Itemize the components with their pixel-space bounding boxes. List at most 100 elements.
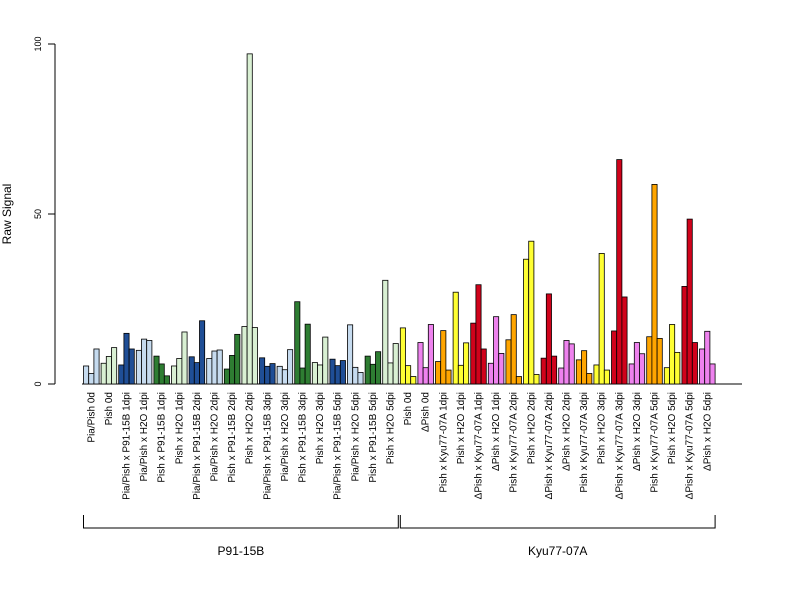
x-tick-label: ΔPish x H2O 2dpi [562, 392, 573, 471]
x-tick-label: ΔPish x Kyu77-07A 2dpi [544, 392, 555, 499]
bar [598, 253, 605, 385]
bar [568, 343, 575, 385]
bar [593, 364, 600, 385]
bar [704, 330, 711, 385]
x-tick-label: Pia/Pish x H2O 2dpi [210, 392, 221, 482]
bar [440, 330, 447, 385]
x-tick-label: ΔPish x H2O 5dpi [702, 392, 713, 471]
x-tick-label: Pish x P91-15B 1dpi [157, 392, 168, 483]
x-tick-label: Pia/Pish x P91-15B 2dpi [192, 392, 203, 500]
x-tick-label: Pish 0d [104, 392, 115, 425]
x-tick-label: Pish x H2O 1dpi [174, 392, 185, 464]
bar [463, 342, 470, 385]
bar [176, 358, 183, 385]
bar [347, 324, 354, 385]
bar [299, 367, 306, 385]
bar [493, 316, 500, 385]
x-tick-labels: Pia/Pish 0d Pish 0d Pia/Pish x P91-15B 1dp… [86, 392, 713, 500]
bar [699, 348, 706, 385]
bar [691, 342, 698, 385]
x-tick-label: Pish x Kyu77-07A 1dpi [438, 392, 449, 493]
bar [669, 324, 676, 385]
x-tick-label: ΔPish x Kyu77-07A 1dpi [474, 392, 485, 499]
bar [651, 184, 658, 385]
group-label: P91-15B [218, 544, 265, 558]
bar [628, 363, 635, 385]
x-tick-label: Pish x H2O 1dpi [456, 392, 467, 464]
bar [141, 338, 148, 385]
x-tick-label: ΔPish x H2O 1dpi [491, 392, 502, 471]
bar [639, 353, 646, 385]
bar [603, 369, 610, 385]
bar [163, 375, 170, 385]
bar [427, 324, 434, 385]
bar [223, 368, 230, 385]
bar [339, 360, 346, 385]
bar [581, 350, 588, 385]
bar [487, 362, 494, 385]
bar [357, 372, 364, 385]
bar [352, 366, 359, 385]
bar [322, 336, 329, 385]
x-tick-label: Pia/Pish x H2O 5dpi [350, 392, 361, 482]
bar [287, 349, 294, 385]
x-tick-label: ΔPish 0d [421, 392, 432, 432]
bar [515, 376, 522, 385]
bar [686, 218, 693, 385]
x-tick-label: ΔPish x Kyu77-07A 3dpi [614, 392, 625, 499]
bar [128, 348, 135, 385]
bar [276, 365, 283, 385]
x-tick-label: Pish x P91-15B 3dpi [298, 392, 309, 483]
y-tick-label: 0 [33, 381, 43, 386]
bar [528, 240, 535, 385]
bar [422, 367, 429, 385]
bars-layer [83, 53, 716, 385]
group-bracket [83, 515, 399, 529]
x-tick-label: ΔPish x H2O 3dpi [632, 392, 643, 471]
x-tick-label: Pish x Kyu77-07A 3dpi [579, 392, 590, 493]
bar [153, 355, 160, 385]
bar [551, 355, 558, 385]
bar [405, 365, 412, 385]
bar [88, 373, 95, 385]
bar [281, 369, 288, 385]
bar [611, 330, 618, 385]
bar [146, 340, 153, 385]
bar [364, 355, 371, 385]
bar [246, 53, 253, 385]
x-tick-label: Pish x H2O 2dpi [245, 392, 256, 464]
bar [575, 359, 582, 385]
bar [193, 362, 200, 385]
y-tick-label: 100 [33, 36, 43, 51]
bar [663, 367, 670, 385]
bar [294, 301, 301, 385]
bar [251, 327, 258, 385]
x-tick-label: Pish x H2O 5dpi [667, 392, 678, 464]
bar [123, 332, 130, 385]
bar [410, 376, 417, 385]
bar [234, 333, 241, 385]
bar [171, 365, 178, 385]
bar [445, 369, 452, 385]
bar [188, 356, 195, 385]
bar [709, 363, 716, 385]
bar [452, 291, 459, 385]
bar [259, 357, 266, 385]
bar [533, 374, 540, 385]
x-tick-label: Pish x Kyu77-07A 2dpi [509, 392, 520, 493]
bar [505, 339, 512, 385]
bar [181, 331, 188, 385]
bar [646, 336, 653, 385]
bar [334, 365, 341, 385]
bar [83, 365, 90, 385]
bar [545, 293, 552, 385]
x-tick-label: Pish x P91-15B 2dpi [227, 392, 238, 483]
x-tick-label: Pia/Pish x P91-15B 5dpi [333, 392, 344, 500]
bar [674, 351, 681, 385]
group-bracket [399, 515, 716, 529]
bar [241, 326, 248, 385]
bar [656, 338, 663, 385]
bar [558, 367, 565, 385]
